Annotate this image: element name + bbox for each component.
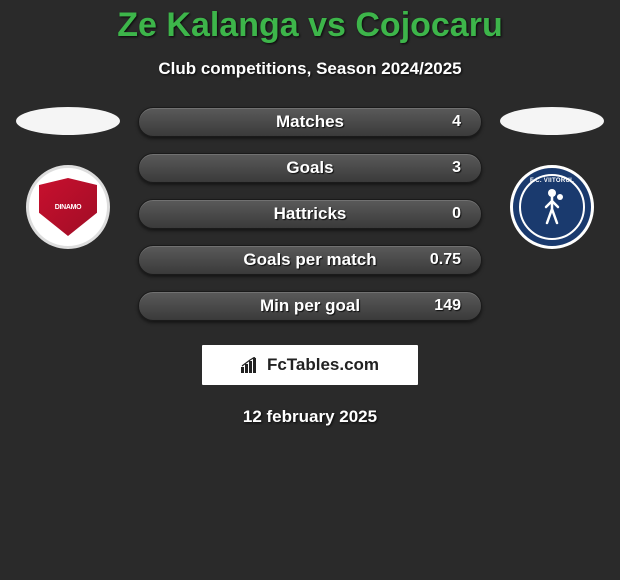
stat-right-value: 4 [421,113,461,131]
stat-right-value: 149 [421,297,461,315]
stat-row-min-per-goal: Min per goal 149 [138,291,482,321]
stat-label: Goals per match [243,250,376,270]
stat-label: Matches [276,112,344,132]
branding-label: FcTables.com [267,355,379,375]
player-right-avatar-placeholder [500,107,604,135]
stat-row-goals-per-match: Goals per match 0.75 [138,245,482,275]
player-right-column: F.C. VIITORUL [500,107,604,249]
club-right-badge: F.C. VIITORUL [510,165,594,249]
stat-label: Hattricks [274,204,347,224]
stat-row-matches: Matches 4 [138,107,482,137]
stat-right-value: 0.75 [421,251,461,269]
season-subtitle: Club competitions, Season 2024/2025 [0,59,620,79]
stats-list: Matches 4 Goals 3 Hattricks 0 Goals per … [138,107,482,321]
page-title: Ze Kalanga vs Cojocaru [0,6,620,45]
stat-label: Min per goal [260,296,360,316]
player-left-avatar-placeholder [16,107,120,135]
stat-row-goals: Goals 3 [138,153,482,183]
club-left-name: DINAMO [55,204,82,211]
stat-right-value: 3 [421,159,461,177]
bar-chart-icon [241,357,261,373]
player-left-column: DINAMO [16,107,120,249]
club-right-name: F.C. VIITORUL [530,178,574,184]
stat-right-value: 0 [421,205,461,223]
club-left-shield: DINAMO [39,178,97,236]
stat-label: Goals [286,158,333,178]
club-right-figure-icon [540,187,564,227]
stat-row-hattricks: Hattricks 0 [138,199,482,229]
club-left-badge: DINAMO [26,165,110,249]
main-row: DINAMO Matches 4 Goals 3 Hattricks 0 [0,107,620,321]
date-label: 12 february 2025 [0,407,620,427]
branding-box[interactable]: FcTables.com [202,345,418,385]
comparison-card: Ze Kalanga vs Cojocaru Club competitions… [0,0,620,427]
